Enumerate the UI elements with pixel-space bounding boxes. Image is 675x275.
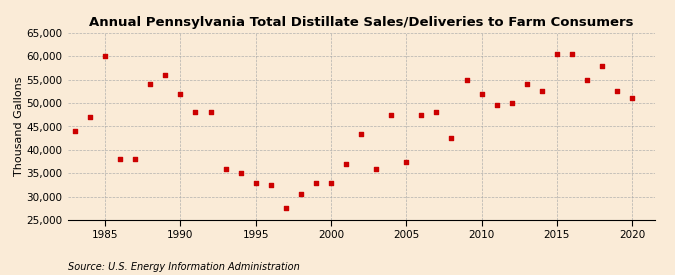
Point [115,157,126,161]
Point [551,52,562,56]
Point [236,171,246,175]
Point [461,78,472,82]
Point [612,89,622,94]
Point [491,103,502,108]
Point [84,115,95,119]
Point [356,131,367,136]
Point [386,113,397,117]
Point [506,101,517,105]
Point [446,136,457,140]
Point [130,157,140,161]
Point [566,52,577,56]
Title: Annual Pennsylvania Total Distillate Sales/Deliveries to Farm Consumers: Annual Pennsylvania Total Distillate Sal… [89,16,633,29]
Point [220,166,231,171]
Point [582,78,593,82]
Point [521,82,532,87]
Point [175,92,186,96]
Y-axis label: Thousand Gallons: Thousand Gallons [14,77,24,176]
Point [401,160,412,164]
Point [537,89,547,94]
Point [341,162,352,166]
Point [160,73,171,77]
Point [100,54,111,59]
Point [310,180,321,185]
Point [371,166,381,171]
Point [190,110,201,115]
Text: Source: U.S. Energy Information Administration: Source: U.S. Energy Information Administ… [68,262,299,272]
Point [265,183,276,187]
Point [145,82,156,87]
Point [296,192,306,196]
Point [250,180,261,185]
Point [476,92,487,96]
Point [325,180,336,185]
Point [205,110,216,115]
Point [431,110,442,115]
Point [627,96,638,101]
Point [70,129,80,133]
Point [416,113,427,117]
Point [280,206,291,211]
Point [597,64,608,68]
